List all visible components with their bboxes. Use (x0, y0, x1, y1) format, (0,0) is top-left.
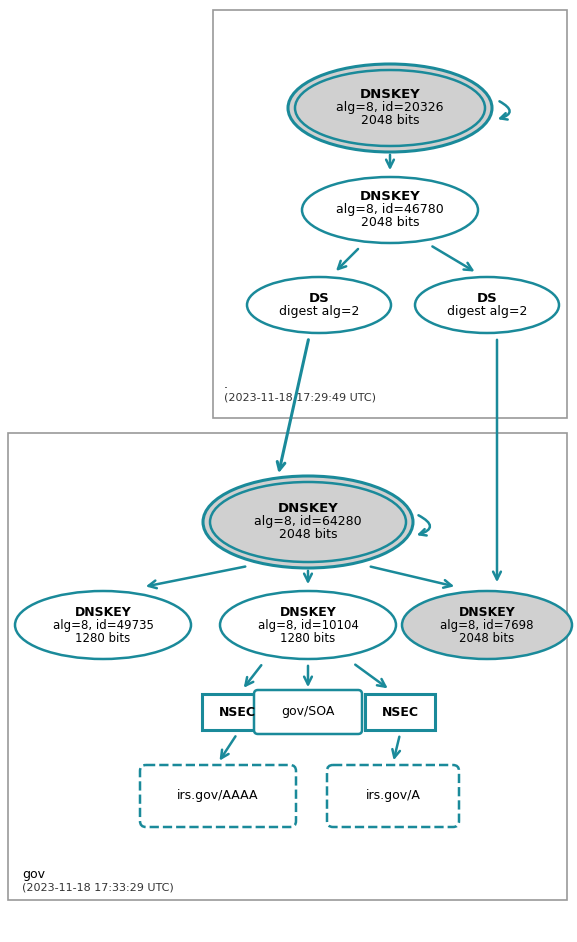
Text: 2048 bits: 2048 bits (459, 631, 515, 644)
Ellipse shape (402, 591, 572, 659)
Text: DNSKEY: DNSKEY (459, 606, 515, 619)
Text: alg=8, id=64280: alg=8, id=64280 (254, 515, 362, 528)
Ellipse shape (210, 482, 406, 562)
Text: alg=8, id=7698: alg=8, id=7698 (440, 619, 534, 631)
FancyBboxPatch shape (140, 765, 296, 827)
Text: (2023-11-18 17:33:29 UTC): (2023-11-18 17:33:29 UTC) (22, 882, 174, 892)
Text: 1280 bits: 1280 bits (76, 631, 130, 644)
Bar (213, 10, 567, 418)
Text: irs.gov/A: irs.gov/A (366, 789, 421, 803)
Text: gov/SOA: gov/SOA (282, 706, 335, 719)
Text: NSEC: NSEC (381, 706, 418, 719)
Ellipse shape (203, 476, 413, 568)
Ellipse shape (15, 591, 191, 659)
Text: digest alg=2: digest alg=2 (447, 305, 527, 318)
Text: (2023-11-18 17:29:49 UTC): (2023-11-18 17:29:49 UTC) (224, 392, 376, 402)
Text: alg=8, id=49735: alg=8, id=49735 (53, 619, 153, 631)
Text: DS: DS (477, 292, 497, 305)
Text: NSEC: NSEC (219, 706, 256, 719)
Ellipse shape (302, 177, 478, 243)
Text: 1280 bits: 1280 bits (280, 631, 336, 644)
Text: alg=8, id=10104: alg=8, id=10104 (257, 619, 358, 631)
Ellipse shape (288, 64, 492, 152)
FancyArrowPatch shape (500, 102, 509, 120)
Ellipse shape (415, 277, 559, 333)
FancyBboxPatch shape (365, 694, 435, 730)
FancyBboxPatch shape (254, 690, 362, 734)
FancyBboxPatch shape (202, 694, 272, 730)
Text: alg=8, id=46780: alg=8, id=46780 (336, 203, 444, 217)
Text: DNSKEY: DNSKEY (280, 606, 336, 619)
FancyBboxPatch shape (327, 765, 459, 827)
Text: .: . (224, 378, 228, 391)
Ellipse shape (220, 591, 396, 659)
Text: DNSKEY: DNSKEY (278, 502, 338, 515)
Text: gov: gov (22, 868, 45, 881)
Text: DNSKEY: DNSKEY (359, 190, 421, 203)
Bar (8, 433, 567, 900)
Text: 2048 bits: 2048 bits (361, 217, 419, 230)
Text: DS: DS (309, 292, 329, 305)
Ellipse shape (247, 277, 391, 333)
Text: 2048 bits: 2048 bits (279, 528, 337, 542)
Ellipse shape (295, 70, 485, 146)
Text: DNSKEY: DNSKEY (74, 606, 132, 619)
Text: DNSKEY: DNSKEY (359, 89, 421, 102)
Text: 2048 bits: 2048 bits (361, 115, 419, 127)
FancyArrowPatch shape (418, 515, 430, 535)
Text: digest alg=2: digest alg=2 (279, 305, 359, 318)
Text: alg=8, id=20326: alg=8, id=20326 (336, 102, 444, 115)
Text: irs.gov/AAAA: irs.gov/AAAA (177, 789, 258, 803)
